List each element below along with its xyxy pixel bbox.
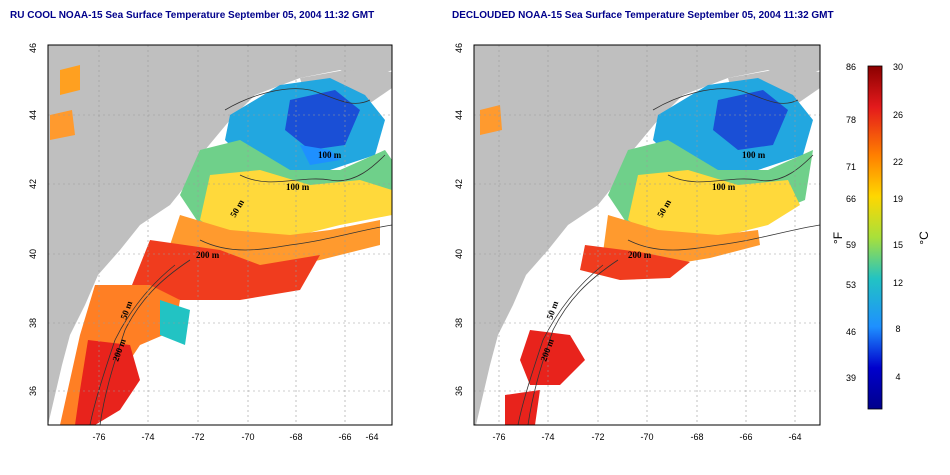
x-tick-label: -70 <box>640 432 653 442</box>
left-grid <box>48 45 392 425</box>
y-tick-label: 42 <box>28 179 38 189</box>
right-land <box>474 45 820 425</box>
y-tick-label: 40 <box>454 249 464 259</box>
celsius-unit-label: °C <box>917 231 931 245</box>
right-contour-label: 100 m <box>742 150 766 160</box>
left-map: 100 m 100 m 50 m 200 m 50 m 200 m -76 -7… <box>28 43 393 442</box>
right-contour-label: 100 m <box>712 182 736 192</box>
left-y-axis: 36 38 40 42 44 46 <box>28 43 38 396</box>
x-tick-label: -64 <box>788 432 801 442</box>
fahrenheit-tick-label: 39 <box>846 373 856 383</box>
right-grid <box>474 45 820 425</box>
right-contour-label: 200 m <box>628 250 652 260</box>
colorbar: 86 78 71 66 59 53 46 39 30 26 22 19 15 1… <box>831 62 931 410</box>
fahrenheit-unit-label: °F <box>831 232 845 244</box>
y-tick-label: 44 <box>454 110 464 120</box>
y-tick-label: 38 <box>28 318 38 328</box>
y-tick-label: 40 <box>28 249 38 259</box>
x-tick-label: -70 <box>241 432 254 442</box>
y-tick-label: 36 <box>28 386 38 396</box>
fahrenheit-tick-label: 71 <box>846 162 856 172</box>
celsius-tick-label: 30 <box>893 62 903 72</box>
fahrenheit-tick-label: 78 <box>846 115 856 125</box>
left-x-axis: -76 -74 -72 -70 -68 -66 -64 <box>92 432 378 442</box>
right-y-axis: 36 38 40 42 44 46 <box>454 43 464 396</box>
x-tick-label: -64 <box>365 432 378 442</box>
x-tick-label: -72 <box>191 432 204 442</box>
left-contour-label: 100 m <box>286 182 310 192</box>
celsius-tick-label: 15 <box>893 240 903 250</box>
celsius-ticks: 30 26 22 19 15 12 8 4 <box>893 62 903 382</box>
x-tick-label: -72 <box>591 432 604 442</box>
left-map-title: RU COOL NOAA-15 Sea Surface Temperature … <box>10 10 375 21</box>
y-tick-label: 36 <box>454 386 464 396</box>
left-land <box>48 45 392 425</box>
fahrenheit-tick-label: 53 <box>846 280 856 290</box>
celsius-tick-label: 22 <box>893 157 903 167</box>
fahrenheit-tick-label: 59 <box>846 240 856 250</box>
x-tick-label: -74 <box>141 432 154 442</box>
right-map-title: DECLOUDED NOAA-15 Sea Surface Temperatur… <box>452 10 834 21</box>
x-tick-label: -68 <box>690 432 703 442</box>
right-map: 100 m 100 m 50 m 200 m 50 m 200 m -76 -7… <box>454 43 821 442</box>
x-tick-label: -76 <box>492 432 505 442</box>
colorbar-gradient <box>867 65 883 410</box>
y-tick-label: 38 <box>454 318 464 328</box>
x-tick-label: -68 <box>289 432 302 442</box>
fahrenheit-tick-label: 46 <box>846 327 856 337</box>
x-tick-label: -66 <box>739 432 752 442</box>
y-tick-label: 46 <box>454 43 464 53</box>
y-tick-label: 42 <box>454 179 464 189</box>
x-tick-label: -66 <box>338 432 351 442</box>
celsius-tick-label: 12 <box>893 278 903 288</box>
celsius-tick-label: 4 <box>895 372 900 382</box>
celsius-tick-label: 26 <box>893 110 903 120</box>
left-contour-label: 100 m <box>318 150 342 160</box>
x-tick-label: -76 <box>92 432 105 442</box>
x-tick-label: -74 <box>541 432 554 442</box>
celsius-tick-label: 19 <box>893 194 903 204</box>
y-tick-label: 46 <box>28 43 38 53</box>
celsius-tick-label: 8 <box>895 324 900 334</box>
fahrenheit-tick-label: 86 <box>846 62 856 72</box>
y-tick-label: 44 <box>28 110 38 120</box>
fahrenheit-ticks: 86 78 71 66 59 53 46 39 <box>846 62 856 383</box>
fahrenheit-tick-label: 66 <box>846 194 856 204</box>
right-x-axis: -76 -74 -72 -70 -68 -66 -64 <box>492 432 801 442</box>
left-contour-label: 200 m <box>196 250 220 260</box>
